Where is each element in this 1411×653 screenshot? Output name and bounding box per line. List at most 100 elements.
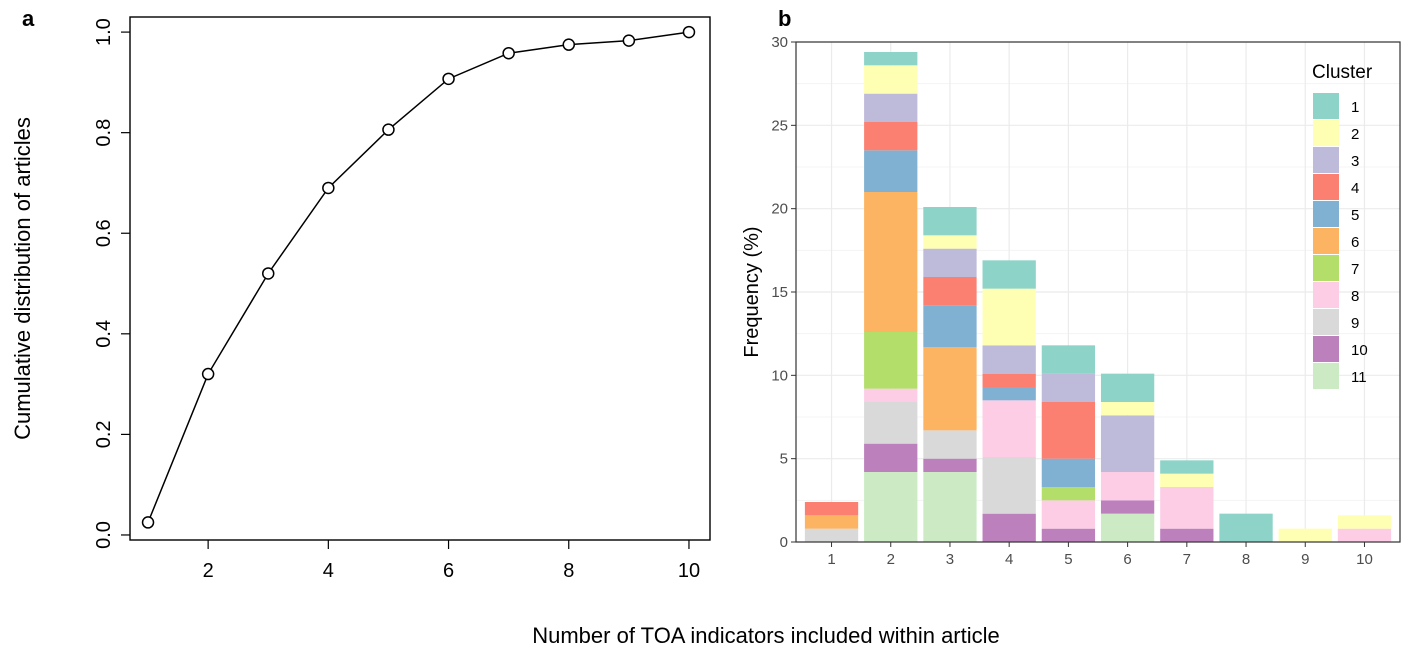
panel-b-x-tick-label: 10 xyxy=(1356,551,1373,568)
legend-key-cluster-11 xyxy=(1313,363,1339,389)
legend-key-cluster-3 xyxy=(1313,147,1339,173)
panel-b-y-tick-label: 0 xyxy=(780,534,788,551)
panel-b-x-tick-label: 4 xyxy=(1005,551,1013,568)
panel-a-x-tick-label: 6 xyxy=(443,560,454,582)
panel-b-y-tick-label: 15 xyxy=(771,284,788,301)
panel-a-cumulative-line xyxy=(147,31,690,523)
bar-segment-cluster-8 xyxy=(1337,528,1392,542)
bar-segment-cluster-3 xyxy=(864,93,918,122)
panel-a-plot-frame xyxy=(129,16,711,541)
legend-label-cluster-2: 2 xyxy=(1351,126,1359,143)
panel-a-x-tick-label: 10 xyxy=(678,560,700,582)
panel-b-y-tick-label: 25 xyxy=(771,117,788,134)
bar-segment-cluster-4 xyxy=(804,502,859,516)
panel-a-y-tick-label: 0.2 xyxy=(93,420,115,448)
legend-label-cluster-5: 5 xyxy=(1351,207,1359,224)
panel-b-x-tick-label: 6 xyxy=(1123,551,1131,568)
panel-a-data-point xyxy=(442,72,455,86)
panel-b-legend: Cluster 1 2 3 4 5 6 7 8 9 10 11 xyxy=(1312,62,1373,389)
bar-segment-cluster-8 xyxy=(1041,500,1096,529)
legend-label-cluster-3: 3 xyxy=(1351,153,1359,170)
legend-label-cluster-10: 10 xyxy=(1351,342,1368,359)
legend-label-cluster-1: 1 xyxy=(1351,99,1359,116)
bar-segment-cluster-9 xyxy=(923,430,977,459)
panel-a-data-point xyxy=(382,123,395,136)
bar-segment-cluster-10 xyxy=(1160,528,1214,542)
panel-a-data-point xyxy=(261,267,275,280)
legend-key-cluster-6 xyxy=(1313,228,1339,254)
bar-segment-cluster-5 xyxy=(1041,458,1096,487)
panel-b-y-axis-label: Frequency (%) xyxy=(741,226,763,357)
panel-b-x-tick-label: 3 xyxy=(946,551,954,568)
bar-segment-cluster-1 xyxy=(864,52,918,66)
panel-b-x-tick-label: 1 xyxy=(827,551,835,568)
bar-segment-cluster-9 xyxy=(804,528,859,542)
panel-b-x-tick-label: 8 xyxy=(1242,551,1250,568)
bar-segment-cluster-8 xyxy=(982,400,1036,457)
bar-segment-cluster-5 xyxy=(864,150,918,192)
bar-segment-cluster-8 xyxy=(1160,487,1214,529)
legend-label-cluster-4: 4 xyxy=(1351,180,1359,197)
legend-label-cluster-8: 8 xyxy=(1351,288,1359,305)
panel-b-y-tick-label: 30 xyxy=(771,34,788,51)
panel-a-data-point xyxy=(201,367,215,381)
panel-a-letter: a xyxy=(22,6,35,31)
bar-segment-cluster-10 xyxy=(1100,500,1155,514)
bar-segment-cluster-6 xyxy=(923,347,977,431)
panel-b-x-tick-label: 9 xyxy=(1301,551,1309,568)
bar-segment-cluster-7 xyxy=(864,332,918,389)
panel-b-frequency-chart: b Frequency (%) 1 2 3 4 5 6 7 8 9 10051015202530 … xyxy=(741,6,1401,568)
panel-a-x-tick-label: 2 xyxy=(203,560,214,582)
panel-a-data-point xyxy=(502,46,515,60)
bar-segment-cluster-10 xyxy=(864,443,918,472)
legend-key-cluster-4 xyxy=(1313,174,1339,200)
panel-a-data-point xyxy=(622,34,636,47)
bar-segment-cluster-9 xyxy=(864,402,918,444)
panel-a-data-point xyxy=(562,38,576,51)
bar-segment-cluster-8 xyxy=(864,388,918,402)
legend-label-cluster-6: 6 xyxy=(1351,234,1359,251)
legend-key-cluster-5 xyxy=(1313,201,1339,227)
bar-segment-cluster-4 xyxy=(923,277,977,306)
panel-a-y-tick-label: 0.0 xyxy=(93,521,115,549)
bar-segment-cluster-8 xyxy=(1100,472,1155,501)
legend-key-cluster-10 xyxy=(1313,336,1339,362)
bar-segment-cluster-2 xyxy=(923,235,977,249)
bar-segment-cluster-4 xyxy=(1041,402,1096,459)
bar-segment-cluster-1 xyxy=(1160,460,1214,474)
panel-a-data-point xyxy=(682,25,696,39)
panel-a-y-axis-label: Cumulative distribution of articles xyxy=(10,117,35,440)
panel-a-data-point xyxy=(141,516,155,529)
panel-a-y-tick-label: 0.4 xyxy=(93,320,115,348)
legend-key-cluster-8 xyxy=(1313,282,1339,308)
bar-segment-cluster-4 xyxy=(982,373,1036,387)
bar-segment-cluster-10 xyxy=(982,513,1036,542)
bar-segment-cluster-1 xyxy=(1041,345,1096,374)
bar-segment-cluster-2 xyxy=(1100,402,1155,416)
panel-b-x-tick-label: 5 xyxy=(1064,551,1072,568)
bar-segment-cluster-10 xyxy=(923,458,977,472)
bar-segment-cluster-3 xyxy=(1041,373,1096,402)
bar-segment-cluster-2 xyxy=(864,65,918,94)
bar-segment-cluster-11 xyxy=(1100,513,1155,542)
panel-a-cumulative-chart: a Cumulative distribution of articles 2 4… xyxy=(10,6,711,582)
panel-b-y-tick-label: 10 xyxy=(771,367,788,384)
panel-a-x-tick-label: 4 xyxy=(323,560,334,582)
bar-segment-cluster-2 xyxy=(1278,528,1332,542)
legend-key-cluster-1 xyxy=(1313,93,1339,119)
bar-segment-cluster-3 xyxy=(923,248,977,277)
bar-segment-cluster-11 xyxy=(864,472,918,542)
bar-segment-cluster-11 xyxy=(923,472,977,542)
bar-segment-cluster-2 xyxy=(1160,473,1214,487)
panel-b-x-tick-label: 7 xyxy=(1183,551,1191,568)
panel-a-y-tick-label: 0.8 xyxy=(93,119,115,147)
panel-a-y-tick-label: 1.0 xyxy=(93,18,115,46)
bar-segment-cluster-5 xyxy=(982,387,1036,401)
bar-segment-cluster-1 xyxy=(923,207,977,236)
legend-label-cluster-11: 11 xyxy=(1351,369,1367,386)
bar-segment-cluster-5 xyxy=(923,305,977,347)
bar-segment-cluster-7 xyxy=(1041,487,1096,501)
bar-segment-cluster-6 xyxy=(864,192,918,332)
panel-b-letter: b xyxy=(778,6,791,31)
